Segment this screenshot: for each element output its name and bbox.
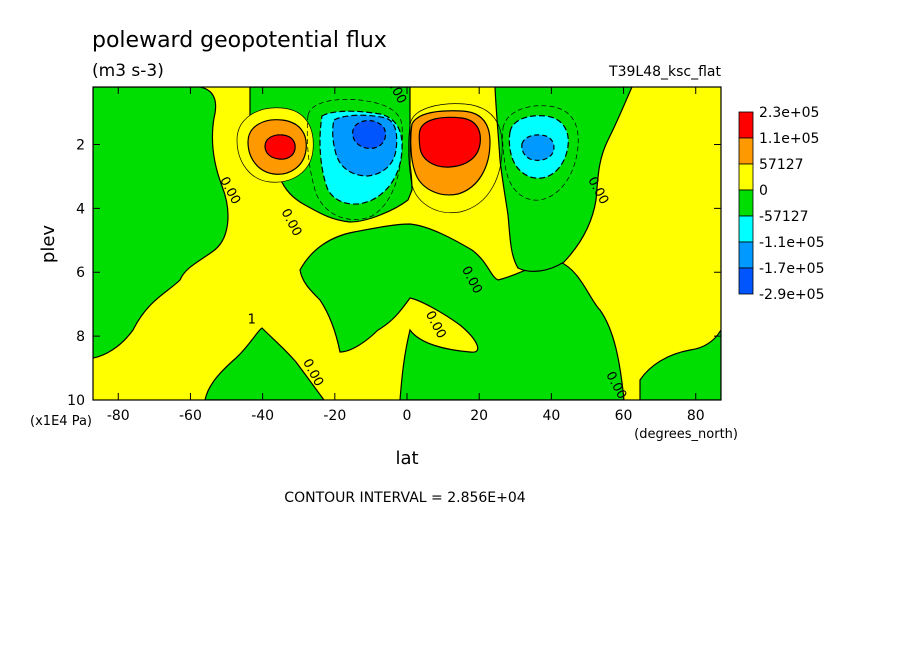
colorbar-swatch bbox=[738, 189, 754, 217]
colorbar: 2.3e+05 1.1e+05 57127 0 -57127 -1.1e+05 -1.7e+… bbox=[738, 105, 824, 303]
x-tick-label: -40 bbox=[251, 408, 274, 424]
y-tick-label: 10 bbox=[67, 393, 85, 409]
colorbar-label: 1.1e+05 bbox=[759, 131, 819, 147]
colorbar-label: 0 bbox=[759, 183, 768, 199]
x-tick-label: -20 bbox=[323, 408, 346, 424]
run-label: T39L48_ksc_flat bbox=[608, 64, 721, 80]
negative-region-southeast bbox=[639, 328, 721, 400]
x-tick-label: -60 bbox=[179, 408, 202, 424]
colorbar-label: -1.7e+05 bbox=[759, 261, 824, 277]
plot-area: 0.000.000.000.000.000.000.00 0.001 bbox=[93, 87, 721, 400]
positive-contour-north-outer bbox=[408, 103, 503, 214]
negative-region-southwest-lower bbox=[204, 327, 325, 400]
colorbar-label: 2.3e+05 bbox=[759, 105, 819, 121]
y-axis-unit: (x1E4 Pa) bbox=[30, 414, 92, 429]
positive-core-north-red bbox=[418, 116, 481, 168]
x-axis-unit: (degrees_north) bbox=[634, 427, 738, 442]
colorbar-swatch bbox=[738, 267, 754, 295]
y-tick-label: 6 bbox=[76, 265, 85, 281]
x-tick-label: 0 bbox=[403, 408, 412, 424]
contour-interval-note: CONTOUR INTERVAL = 2.856E+04 bbox=[284, 490, 525, 506]
x-axis-label: lat bbox=[395, 448, 418, 469]
x-axis: -80 -60 -40 -20 0 20 40 60 80 bbox=[107, 87, 705, 424]
x-tick-label: 40 bbox=[542, 408, 560, 424]
colorbar-swatch bbox=[738, 137, 754, 165]
x-tick-label: 80 bbox=[687, 408, 705, 424]
contour-label: 1 bbox=[248, 312, 256, 327]
negative-core-central bbox=[352, 120, 387, 149]
colorbar-label: -57127 bbox=[759, 209, 809, 225]
negative-contour-central-outer bbox=[306, 99, 403, 220]
colorbar-swatch bbox=[738, 111, 754, 139]
colorbar-label: 57127 bbox=[759, 157, 804, 173]
negative-contour-northeast-outer bbox=[502, 105, 579, 201]
colorbar-swatch bbox=[738, 163, 754, 191]
colorbar-swatch bbox=[738, 241, 754, 269]
positive-core-south-red bbox=[264, 134, 296, 160]
x-tick-label: 20 bbox=[470, 408, 488, 424]
negative-core-northeast bbox=[521, 134, 555, 161]
chart-title: poleward geopotential flux bbox=[92, 28, 387, 53]
negative-region-southwest bbox=[93, 87, 229, 359]
x-tick-label: -80 bbox=[107, 408, 130, 424]
y-tick-label: 4 bbox=[76, 201, 85, 217]
y-tick-label: 8 bbox=[76, 329, 85, 345]
chart-units: (m3 s-3) bbox=[92, 61, 164, 81]
colorbar-label: -2.9e+05 bbox=[759, 287, 824, 303]
colorbar-swatch bbox=[738, 215, 754, 243]
y-axis-label: plev bbox=[38, 225, 59, 264]
y-axis: 2 4 6 8 10 bbox=[67, 137, 721, 409]
y-tick-label: 2 bbox=[76, 137, 85, 153]
colorbar-label: -1.1e+05 bbox=[759, 235, 824, 251]
x-tick-label: 60 bbox=[615, 408, 633, 424]
